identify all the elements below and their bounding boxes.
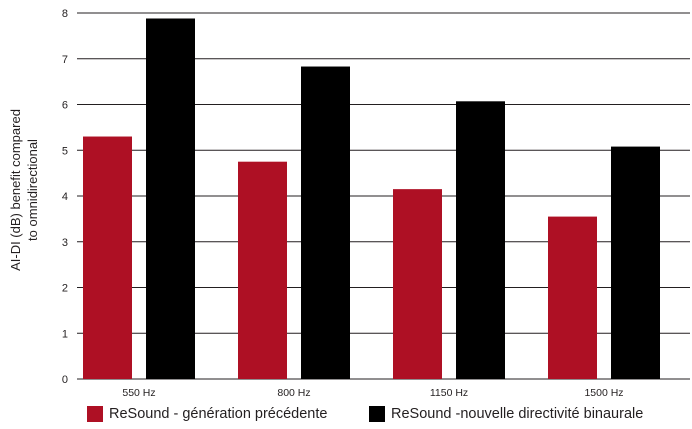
y-tick-label-1: 1: [62, 328, 68, 340]
bars: [83, 18, 660, 380]
bar-previous-1: [238, 161, 287, 379]
bar-previous-2: [393, 189, 442, 379]
x-axis-ticks: 550 Hz 800 Hz 1150 Hz 1500 Hz: [122, 387, 623, 399]
y-tick-label-3: 3: [62, 237, 68, 249]
y-axis-label-line-1: AI-DI (dB) benefit compared: [8, 109, 23, 271]
y-tick-label-6: 6: [62, 100, 68, 112]
x-tick-label-3: 1500 Hz: [584, 387, 623, 399]
legend-item-new: ReSound -nouvelle directivité binaurale: [369, 406, 643, 422]
y-tick-label-8: 8: [62, 8, 68, 20]
legend-label-previous: ReSound - génération précédente: [109, 406, 328, 422]
bar-new-2: [456, 101, 505, 380]
y-tick-label-7: 7: [62, 54, 68, 66]
y-axis-label-line-2: to omnidirectional: [25, 139, 40, 241]
y-tick-label-0: 0: [62, 374, 68, 386]
x-tick-label-1: 800 Hz: [277, 387, 310, 399]
bar-new-0: [146, 18, 195, 380]
legend-item-previous: ReSound - génération précédente: [87, 406, 327, 422]
legend: ReSound - génération précédente ReSound …: [0, 406, 692, 428]
legend-swatch-new: [369, 406, 385, 422]
bar-previous-0: [83, 136, 132, 379]
x-tick-label-0: 550 Hz: [122, 387, 155, 399]
y-tick-label-2: 2: [62, 283, 68, 295]
x-tick-label-2: 1150 Hz: [430, 387, 468, 399]
y-tick-label-5: 5: [62, 145, 68, 157]
y-axis-ticks: 0 1 2 3 4 5 6 7 8: [62, 8, 68, 386]
legend-swatch-previous: [87, 406, 103, 422]
bar-new-1: [301, 66, 350, 379]
bar-previous-3: [548, 216, 597, 379]
y-tick-label-4: 4: [62, 191, 68, 203]
legend-label-new: ReSound -nouvelle directivité binaurale: [391, 406, 644, 422]
bar-new-3: [611, 146, 660, 379]
